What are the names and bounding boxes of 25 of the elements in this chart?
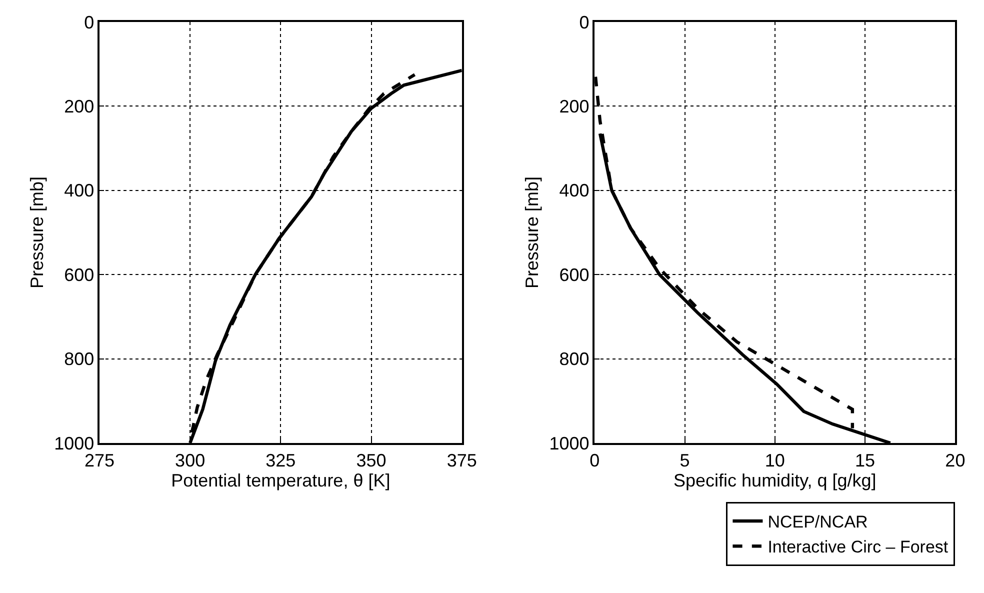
y-tick-label: 600: [559, 264, 590, 285]
y-tick-label: 200: [64, 96, 94, 116]
legend-label: NCEP/NCAR: [768, 512, 868, 532]
y-tick-label: 0: [579, 12, 590, 32]
y-tick-label: 200: [559, 96, 590, 116]
x-axis-title: Specific humidity, q [g/kg]: [674, 470, 876, 490]
x-tick-label: 300: [175, 450, 206, 470]
x-axis-title: Potential temperature, θ [K]: [171, 470, 390, 490]
y-tick-label: 800: [64, 349, 94, 370]
x-tick-label: 375: [446, 450, 477, 470]
x-tick-label: 20: [945, 450, 966, 470]
legend-label: Interactive Circ – Forest: [768, 538, 948, 557]
y-tick-label: 0: [84, 12, 94, 32]
x-tick-label: 350: [356, 450, 386, 470]
x-tick-label: 15: [855, 450, 876, 470]
y-tick-label: 1000: [549, 433, 590, 454]
y-tick-label: 400: [64, 180, 94, 201]
x-tick-label: 325: [266, 450, 296, 470]
y-axis-title: Pressure [mb]: [26, 176, 47, 289]
x-tick-label: 5: [680, 450, 690, 470]
x-tick-label: 10: [764, 450, 785, 470]
y-tick-label: 400: [559, 180, 590, 201]
y-tick-label: 800: [559, 349, 590, 370]
y-axis-title: Pressure [mb]: [522, 176, 542, 289]
y-tick-label: 600: [64, 264, 94, 285]
